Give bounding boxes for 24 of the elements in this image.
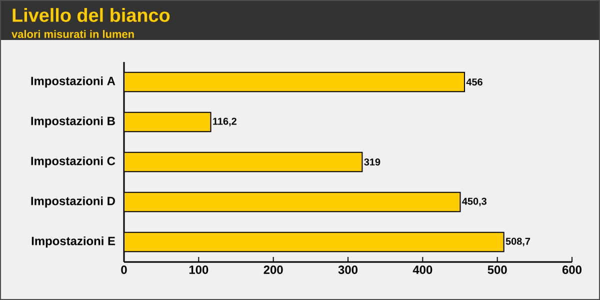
- y-tick-label: Impostazioni B: [31, 116, 115, 128]
- y-tick-label: Impostazioni D: [31, 196, 115, 208]
- y-tick-label: Impostazioni E: [32, 236, 116, 248]
- chart-title: Livello del bianco: [12, 8, 170, 22]
- bar: [124, 112, 212, 132]
- x-tick-label: 400: [412, 266, 432, 274]
- x-tick-label: 100: [189, 266, 208, 274]
- x-tick-label: 0: [121, 266, 127, 274]
- x-tick-label: 300: [338, 266, 358, 274]
- bar: [124, 232, 504, 252]
- bar: [124, 152, 363, 172]
- chart-subtitle: valori misurati in lumen: [12, 30, 134, 38]
- data-label: 319: [364, 158, 380, 166]
- data-label: 456: [466, 78, 482, 86]
- y-tick-label: Impostazioni C: [31, 156, 116, 168]
- x-tick-label: 200: [264, 266, 283, 274]
- data-label: 450,3: [462, 198, 486, 206]
- x-tick-label: 600: [562, 266, 582, 274]
- bar: [124, 192, 461, 212]
- y-tick-label: Impostazioni A: [31, 76, 116, 88]
- data-label: 508,7: [506, 238, 530, 246]
- bar: [124, 72, 465, 92]
- data-label: 116,2: [213, 118, 236, 126]
- x-tick-label: 500: [488, 266, 507, 274]
